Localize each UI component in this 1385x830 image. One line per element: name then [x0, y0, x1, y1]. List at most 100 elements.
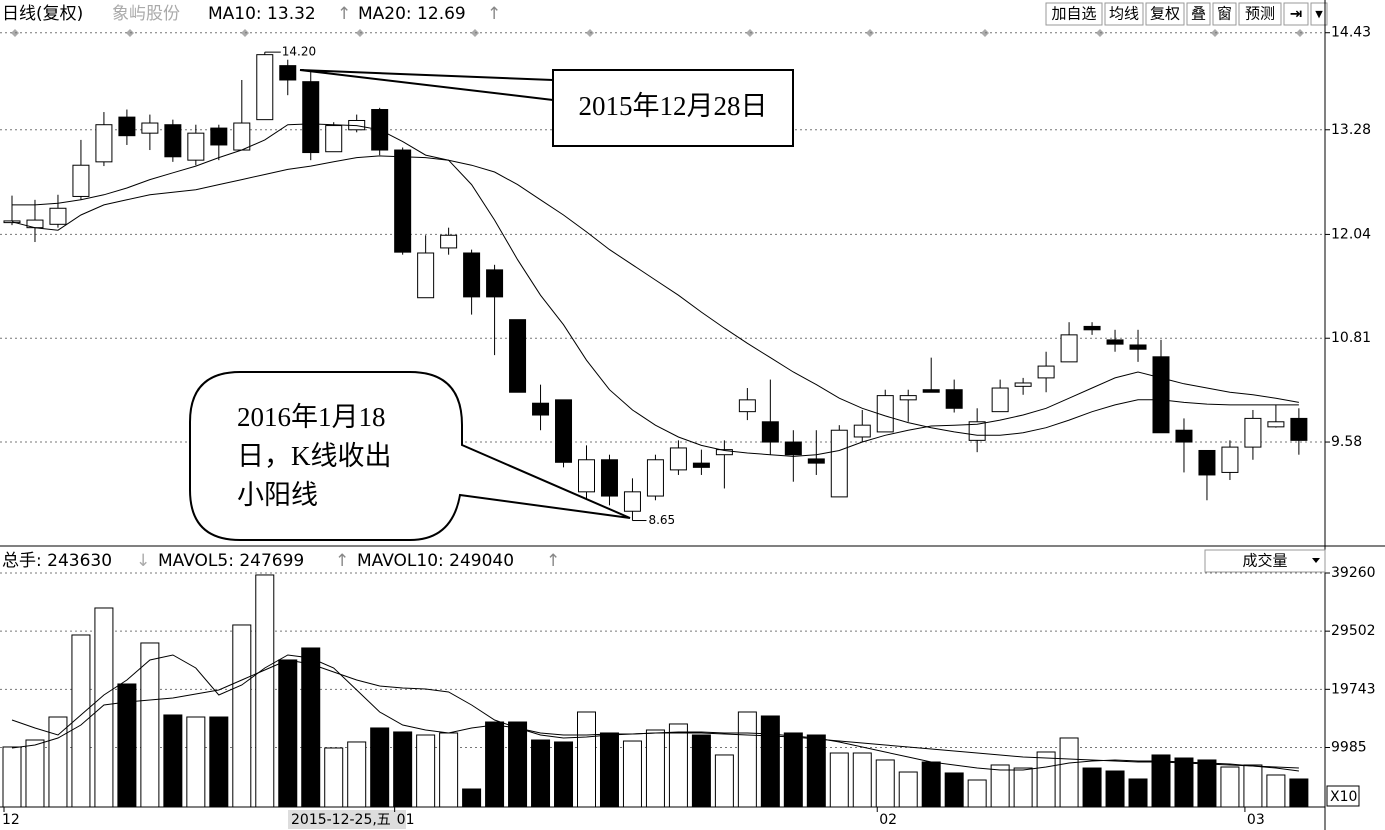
candle-body	[1083, 325, 1101, 331]
candle-body	[830, 429, 848, 498]
volume-bar	[278, 659, 298, 808]
x-tick-label: 01	[397, 812, 415, 828]
x-tick-label: 02	[879, 812, 897, 828]
y-tick-label: 10.81	[1331, 330, 1371, 346]
toolbar-button-label[interactable]: 窗	[1217, 5, 1232, 23]
volume-bar	[1174, 757, 1194, 808]
toolbar-button[interactable]	[1186, 2, 1211, 26]
candle-body	[1175, 429, 1193, 443]
bubble-line: 日，K线收出	[237, 441, 392, 471]
volume-total: 总手: 243630	[2, 551, 112, 571]
max-marker-label: 14.20	[282, 45, 316, 59]
volume-bar	[691, 734, 711, 808]
candle-body	[1037, 365, 1055, 379]
volume-bar	[232, 624, 252, 808]
volume-bar	[117, 683, 137, 808]
candle-body	[991, 387, 1009, 413]
volume-bar	[554, 741, 574, 808]
volume-bar	[462, 788, 482, 808]
volume-bar	[599, 732, 619, 808]
volume-bar	[668, 723, 688, 808]
volume-bar	[737, 711, 757, 808]
volume-bar	[714, 754, 734, 808]
candle-body	[1244, 417, 1262, 448]
volume-bar	[186, 716, 206, 808]
toolbar-button-label[interactable]: 预测	[1245, 5, 1275, 23]
toolbar-button-label[interactable]: 加自选	[1051, 5, 1096, 23]
volume-bar	[1105, 770, 1125, 808]
volume-bar	[301, 647, 321, 808]
volume-bar	[1128, 778, 1148, 808]
volume-bar	[806, 734, 826, 808]
volume-bar	[898, 771, 918, 808]
candle-body	[1198, 449, 1216, 476]
volume-bar	[209, 716, 229, 808]
ma10-label: MA10: 13.32	[208, 4, 316, 24]
volume-bar	[508, 721, 528, 808]
volume-bar	[1220, 766, 1240, 808]
toolbar-button[interactable]	[1045, 2, 1103, 26]
candle-body	[394, 149, 412, 253]
volume-bar	[163, 714, 183, 808]
toolbar-button-label[interactable]: ⇥	[1290, 5, 1303, 23]
candle-body	[1129, 344, 1147, 350]
volume-bar	[1243, 764, 1263, 808]
toolbar-button[interactable]	[1104, 2, 1144, 26]
candle-body	[692, 462, 710, 468]
dropdown-arrow[interactable]	[1312, 558, 1320, 563]
toolbar-button[interactable]	[1283, 2, 1309, 26]
ma20-label: MA20: 12.69	[358, 4, 466, 24]
candle-body	[784, 441, 802, 456]
toolbar-button-label[interactable]: 均线	[1109, 5, 1139, 23]
volume-bar	[531, 739, 551, 808]
x-tick-label: 12	[2, 812, 20, 828]
volume-bar	[324, 747, 344, 808]
candle-body	[1221, 446, 1239, 473]
callout-text: 2015年12月28日	[579, 91, 768, 121]
indicator-selector-label[interactable]: 成交量	[1242, 552, 1287, 570]
mavol5-trend: ↑	[335, 551, 349, 571]
volume-bar	[944, 772, 964, 808]
cursor-date: 2015-12-25,五	[291, 812, 391, 828]
candle-body	[325, 125, 343, 153]
indicator-selector[interactable]	[1204, 549, 1326, 573]
mavol10-label: MAVOL10: 249040	[357, 551, 514, 571]
toolbar-button[interactable]	[1238, 2, 1282, 26]
candle-body	[256, 54, 274, 121]
toolbar-button[interactable]	[1310, 2, 1328, 26]
volume-bar	[1082, 767, 1102, 808]
volume-bar	[1036, 751, 1056, 808]
y-tick-label: 39260	[1331, 565, 1376, 581]
volume-bar	[439, 732, 459, 808]
toolbar-button[interactable]	[1145, 2, 1185, 26]
candle-body	[738, 399, 756, 413]
cursor-date-box	[288, 810, 406, 829]
toolbar-button-label[interactable]: 叠	[1191, 5, 1206, 23]
candle-body	[578, 459, 595, 493]
volume-bar	[2, 746, 22, 808]
candle-body	[1106, 339, 1124, 345]
volume-bar	[967, 779, 987, 808]
volume-bar	[645, 729, 665, 808]
mavol5-label: MAVOL5: 247699	[158, 551, 304, 571]
callout-bubble	[189, 371, 631, 541]
min-marker-label: 8.65	[648, 513, 675, 527]
candle-body	[141, 122, 159, 134]
toolbar-button-label[interactable]: ▾	[1315, 5, 1323, 23]
volume-bar	[875, 759, 895, 808]
candle-body	[715, 449, 733, 456]
scale-label: X10	[1330, 789, 1357, 805]
candle-body	[233, 122, 251, 151]
candle-body	[555, 399, 573, 463]
volume-bar	[485, 721, 505, 808]
candle-body	[532, 402, 550, 416]
ma-line	[11, 155, 1299, 436]
y-tick-label: 13.28	[1331, 122, 1371, 138]
toolbar: 加自选 均线 复权叠窗预测 ⇥ ▾	[1045, 2, 1328, 26]
toolbar-button[interactable]	[1212, 2, 1237, 26]
volume-bar	[1013, 767, 1033, 808]
toolbar-button-label[interactable]: 复权	[1150, 5, 1180, 23]
candle-body	[1060, 334, 1078, 363]
candle-body	[945, 389, 963, 409]
